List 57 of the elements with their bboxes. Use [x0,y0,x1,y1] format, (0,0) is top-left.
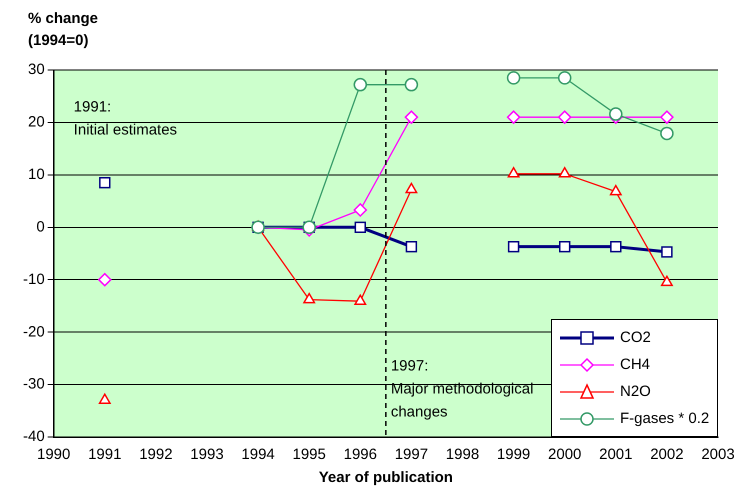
legend-label: CH4 [620,356,650,373]
ref-line-label: 1997: Major methodological changes [390,358,534,421]
point [660,110,674,124]
x-axis-title: Year of publication [318,469,453,486]
x-tick-label: 2003 [701,446,735,464]
x-tick-label: 1999 [496,446,530,464]
point [610,240,622,252]
x-tick-label: 1993 [190,446,224,464]
point [558,240,570,252]
point [405,182,418,194]
point [99,177,110,188]
y-tick-label: 20 [28,114,45,131]
x-tick-label: 1990 [36,446,70,464]
point [610,184,622,196]
x-tick-label: 1998 [446,446,480,464]
legend-label: CO2 [620,329,651,346]
legend-label: F-gases * 0.2 [620,410,710,427]
point [354,294,366,305]
point [406,240,418,252]
point [404,78,418,92]
point [660,126,674,140]
legend-label: N2O [620,383,651,400]
point [660,276,673,286]
x-tick-label: 2000 [548,446,582,464]
y-tick-label: 0 [36,218,45,236]
point [558,71,572,85]
y-tick-label: -30 [22,376,45,393]
point [98,394,111,404]
point [354,222,366,233]
y-tick-label: -40 [22,428,45,446]
annotation: 1991: Initial estimates [74,98,178,139]
x-tick-label: 2001 [599,446,632,464]
point [303,292,316,304]
y-tick-label: -10 [22,270,45,288]
point [404,110,418,124]
point [508,167,520,178]
x-tick-label: 1992 [139,446,173,464]
point [661,246,673,258]
y-tick-label: 10 [28,166,45,183]
x-tick-label: 1994 [241,446,275,464]
x-tick-label: 2002 [650,446,684,464]
x-tick-label: 1991 [88,446,122,464]
point [354,78,368,92]
point [354,203,368,217]
point [609,107,623,121]
x-tick-label: 1996 [344,446,377,464]
point [506,71,520,85]
point [558,167,571,178]
x-tick-label: 1997 [394,446,428,464]
point [506,110,520,124]
y-tick-label: 30 [28,61,45,78]
point [508,240,520,252]
y-tick-label: -20 [22,323,45,340]
point [558,110,572,124]
x-tick-label: 1995 [292,446,326,464]
point [98,272,112,286]
y-axis-title: % change (1994=0) [28,9,98,51]
